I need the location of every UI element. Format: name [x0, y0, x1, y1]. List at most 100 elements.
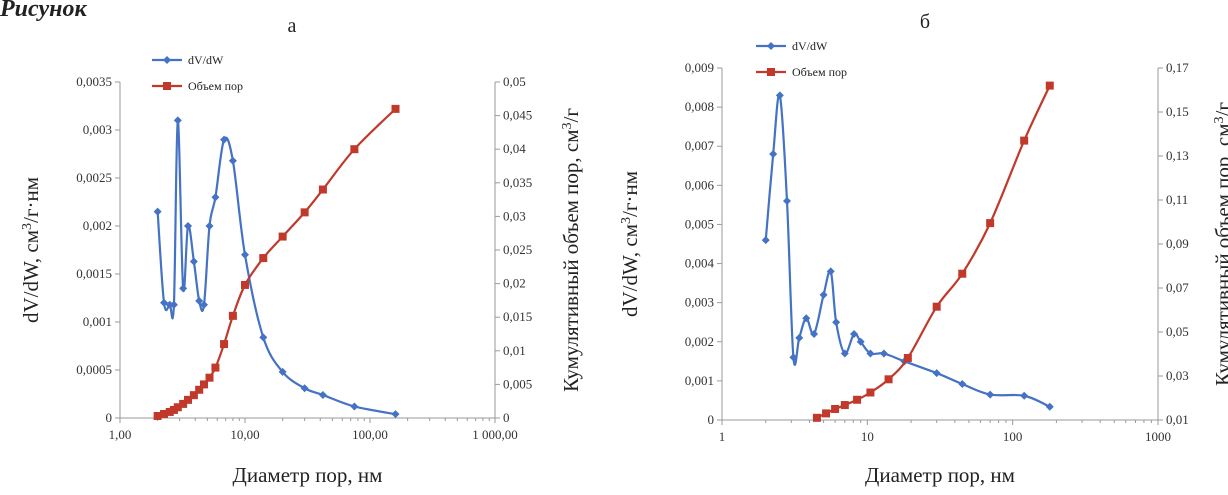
pore-volume-data-point	[822, 409, 831, 418]
dvdw-data-point	[789, 353, 798, 362]
dvdw-data-point	[810, 329, 819, 338]
y-tick-label: 0,005	[685, 216, 714, 231]
pore-volume-data-point	[1045, 81, 1054, 90]
dvdw-data-point	[958, 380, 967, 389]
dvdw-data-point	[179, 284, 188, 293]
panel-label: а	[288, 15, 297, 37]
y2-tick-label: 0	[503, 410, 510, 425]
dvdw-data-point	[228, 156, 237, 165]
y2-tick-label: 0,11	[1166, 192, 1188, 207]
y2-tick-label: 0,09	[1166, 236, 1189, 251]
pore-volume-data-point	[958, 269, 967, 278]
legend-marker-square	[767, 68, 775, 76]
legend-label: Объем пор	[188, 79, 243, 93]
dvdw-data-point	[205, 222, 214, 230]
dvdw-data-point	[189, 257, 198, 266]
y-tick-label: 0,003	[83, 122, 112, 137]
y-axis-title: dV/dW, см3/г·нм	[618, 171, 642, 317]
legend-label: Объем пор	[792, 65, 847, 79]
dvdw-data-point	[195, 296, 204, 305]
dvdw-data-point	[819, 290, 828, 299]
dvdw-data-point	[300, 384, 309, 393]
dvdw-data-point	[153, 207, 162, 216]
dvdw-data-point	[986, 390, 995, 399]
x-tick-label: 100,00	[352, 427, 388, 442]
legend-marker-square	[163, 82, 171, 90]
dvdw-data-point	[278, 367, 287, 376]
dvdw-data-point	[866, 349, 875, 358]
y2-tick-label: 0,025	[503, 242, 532, 257]
pore-volume-data-point	[259, 254, 268, 263]
y2-tick-label: 0,13	[1166, 148, 1189, 163]
y2-tick-label: 0,01	[503, 343, 526, 358]
y-tick-label: 0,006	[685, 177, 715, 192]
y2-tick-label: 0,015	[503, 309, 532, 324]
pore-volume-data-point	[153, 411, 162, 420]
dvdw-data-point	[169, 300, 178, 309]
pore-volume-data-point	[1020, 136, 1029, 145]
pore-volume-data-point	[195, 385, 204, 394]
dvdw-data-point	[391, 410, 400, 419]
y2-tick-label: 0,04	[503, 141, 526, 156]
dvdw-data-point	[350, 402, 359, 411]
pore-volume-data-point	[220, 340, 229, 349]
pore-volume-data-point	[866, 388, 875, 397]
dvdw-series-line	[156, 119, 396, 416]
pore-volume-data-point	[840, 401, 849, 410]
pore-volume-data-point	[241, 280, 249, 289]
y-tick-label: 0,0005	[76, 362, 112, 377]
pore-volume-data-point	[278, 232, 287, 241]
y-tick-label: 0,001	[685, 373, 714, 388]
y2-tick-label: 0,02	[503, 276, 526, 291]
y-tick-label: 0	[106, 410, 113, 425]
y-tick-label: 0,004	[685, 256, 715, 271]
y-tick-label: 0,003	[685, 295, 714, 310]
y2-tick-label: 0,17	[1166, 60, 1189, 75]
y2-tick-label: 0,005	[503, 376, 532, 391]
y2-tick-label: 0,05	[503, 74, 526, 89]
pore-volume-data-point	[200, 380, 209, 389]
y2-tick-label: 0,03	[503, 208, 526, 223]
x-tick-label: 1,00	[109, 427, 132, 442]
dvdw-data-point	[879, 349, 888, 358]
dvdw-data-point	[769, 150, 778, 159]
x-tick-label: 1	[719, 429, 726, 444]
pore-volume-data-point	[211, 363, 220, 372]
pore-volume-data-point	[986, 219, 995, 228]
dvdw-data-point	[802, 314, 811, 323]
y2-tick-label: 0,035	[503, 175, 532, 190]
y2-tick-label: 0,15	[1166, 104, 1189, 119]
dvdw-data-point	[220, 135, 229, 144]
pore-volume-data-point	[903, 353, 912, 362]
x-axis-title: Диаметр пор, нм	[865, 463, 1015, 487]
x-tick-label: 10	[861, 429, 874, 444]
pore-volume-data-point	[350, 145, 359, 154]
pore-volume-data-point	[812, 413, 821, 422]
y-tick-label: 0,0035	[76, 74, 112, 89]
pore-volume-data-point	[391, 104, 400, 113]
pore-volume-data-point	[205, 373, 214, 382]
pore-volume-data-point	[179, 399, 188, 408]
pore-volume-series-line	[816, 85, 1051, 419]
x-tick-label: 100	[1003, 429, 1023, 444]
dvdw-data-point	[832, 318, 841, 327]
dvdw-data-point	[173, 116, 182, 125]
dvdw-data-point	[826, 267, 835, 276]
pore-volume-data-point	[853, 395, 862, 404]
x-tick-label: 1 000,00	[472, 427, 518, 442]
y-tick-label: 0,0015	[76, 266, 112, 281]
pore-volume-data-point	[932, 302, 941, 311]
dvdw-data-point	[850, 329, 859, 338]
y-tick-label: 0,002	[685, 334, 714, 349]
y-tick-label: 0,001	[83, 314, 112, 329]
y-tick-label: 0,009	[685, 60, 714, 75]
y2-tick-label: 0,045	[503, 108, 532, 123]
figure-caption: Рисунок	[0, 0, 87, 22]
dvdw-data-point	[761, 236, 770, 245]
dvdw-data-point	[1045, 402, 1054, 411]
dvdw-data-point	[856, 337, 865, 346]
x-tick-label: 10,00	[230, 427, 259, 442]
dvdw-data-point	[775, 91, 784, 100]
dvdw-data-point	[200, 300, 209, 309]
